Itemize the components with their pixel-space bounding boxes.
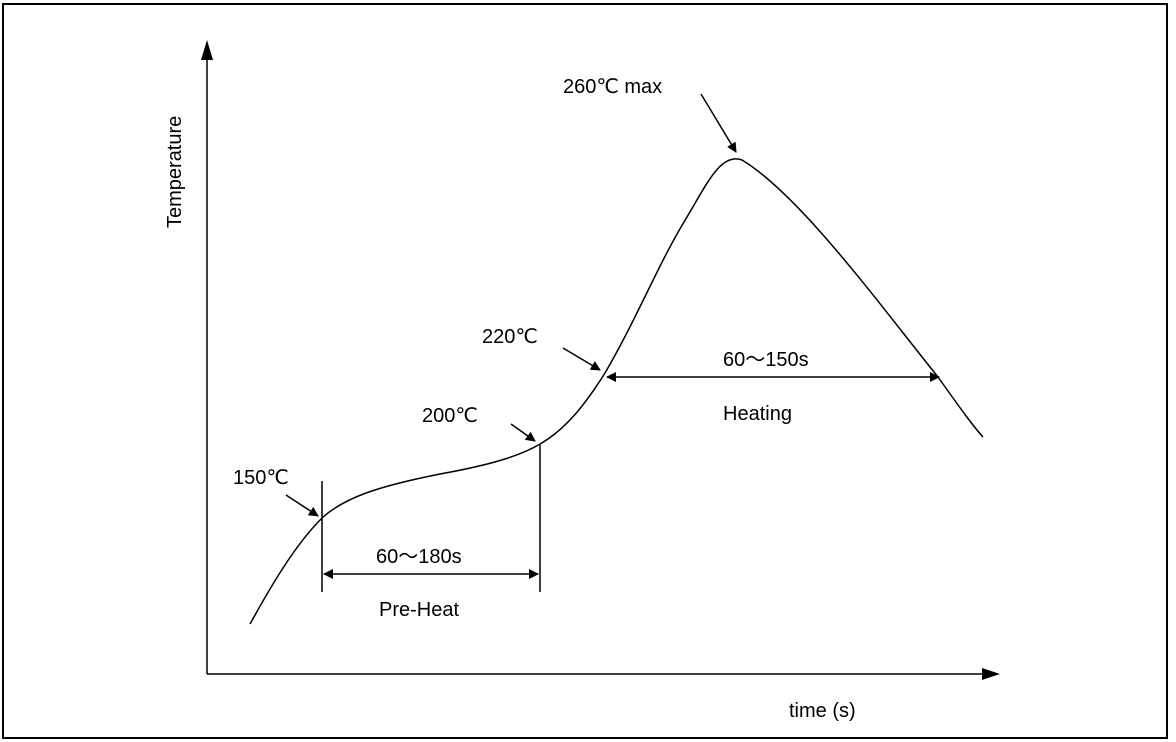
temp-150-pointer-arrow	[286, 495, 318, 516]
temp-200-label: 200℃	[422, 405, 478, 427]
heating-duration-label: 60～150s	[723, 349, 809, 371]
peak-temperature-label: 260℃ max	[563, 76, 662, 98]
peak-pointer-arrow	[701, 94, 736, 152]
x-axis-label: time (s)	[789, 700, 856, 722]
temp-150-label: 150℃	[233, 467, 289, 489]
preheat-duration-label: 60～180s	[376, 546, 462, 568]
preheat-name-label: Pre-Heat	[379, 599, 459, 621]
x-axis-arrow	[982, 668, 1000, 680]
temp-200-pointer-arrow	[511, 424, 535, 441]
y-axis-arrow	[201, 40, 213, 60]
y-axis-label: Temperature	[164, 116, 186, 228]
temperature-profile-curve	[250, 159, 983, 624]
heating-name-label: Heating	[723, 403, 792, 425]
temp-220-label: 220℃	[482, 326, 538, 348]
temp-220-pointer-arrow	[563, 348, 600, 370]
